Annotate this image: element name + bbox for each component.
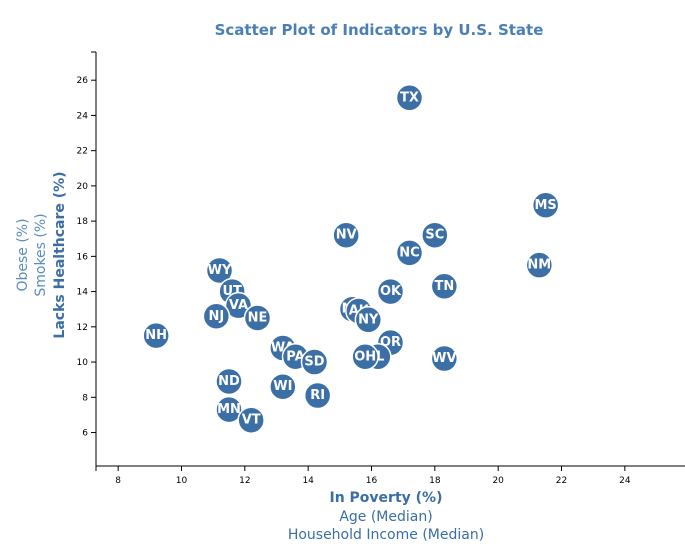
y-label-obese[interactable]: Obese (%) bbox=[15, 218, 31, 291]
state-point-nv[interactable]: NV bbox=[332, 221, 360, 249]
y-tick-label-14: 14 bbox=[77, 288, 89, 298]
state-marker[interactable] bbox=[351, 343, 379, 371]
x-tick-label-16: 16 bbox=[366, 476, 378, 486]
y-tick-label-24: 24 bbox=[77, 111, 89, 121]
y-tick-label-6: 6 bbox=[82, 429, 88, 439]
state-marker[interactable] bbox=[303, 381, 332, 410]
state-point-sc[interactable]: SC bbox=[421, 221, 449, 249]
y-tick-label-20: 20 bbox=[77, 182, 89, 192]
state-point-nm[interactable]: NM bbox=[525, 251, 554, 279]
state-point-ok[interactable]: OK bbox=[376, 277, 405, 306]
state-point-nc[interactable]: NC bbox=[395, 239, 424, 267]
state-marker[interactable] bbox=[142, 321, 170, 350]
x-tick-label-22: 22 bbox=[556, 476, 567, 486]
y-tick-label-16: 16 bbox=[77, 252, 89, 262]
y-label-healthcare[interactable]: Lacks Healthcare (%) bbox=[52, 171, 68, 338]
y-axis: 6 8 10 12 14 16 18 20 22 24 26 bbox=[77, 51, 97, 466]
state-marker[interactable] bbox=[430, 272, 459, 301]
y-label-smokes[interactable]: Smokes (%) bbox=[33, 213, 49, 296]
state-marker[interactable] bbox=[525, 251, 554, 279]
state-marker[interactable] bbox=[215, 367, 243, 396]
state-point-wi[interactable]: WI bbox=[269, 372, 297, 401]
state-point-nd[interactable]: ND bbox=[215, 367, 243, 396]
y-axis-ticks: 6 8 10 12 14 16 18 20 22 24 26 bbox=[77, 51, 96, 439]
data-points: TXMSNVSCNCNMWYUTTNOKVAMTAKNJNENYNHORWAPA… bbox=[142, 84, 560, 434]
state-point-nh[interactable]: NH bbox=[142, 321, 170, 350]
state-point-sd[interactable]: SD bbox=[300, 348, 329, 376]
y-tick-label-12: 12 bbox=[77, 323, 88, 333]
x-axis-labels: In Poverty (%) Age (Median) Household In… bbox=[288, 490, 484, 543]
x-label-poverty[interactable]: In Poverty (%) bbox=[330, 490, 443, 506]
state-point-wv[interactable]: WV bbox=[430, 344, 459, 373]
y-tick-label-18: 18 bbox=[77, 217, 89, 227]
state-marker[interactable] bbox=[395, 239, 424, 267]
y-axis-labels: Lacks Healthcare (%) Smokes (%) Obese (%… bbox=[15, 171, 68, 338]
x-label-income[interactable]: Household Income (Median) bbox=[288, 527, 484, 543]
state-point-ne[interactable]: NE bbox=[243, 304, 272, 332]
x-tick-label-14: 14 bbox=[302, 476, 314, 486]
x-tick-label-20: 20 bbox=[492, 476, 504, 486]
x-tick-label-24: 24 bbox=[619, 476, 631, 486]
state-marker[interactable] bbox=[205, 256, 234, 285]
state-marker[interactable] bbox=[269, 372, 297, 401]
chart-title: Scatter Plot of Indicators by U.S. State bbox=[215, 21, 544, 39]
state-point-oh[interactable]: OH bbox=[351, 343, 379, 371]
state-marker[interactable] bbox=[395, 84, 424, 112]
x-tick-label-18: 18 bbox=[429, 476, 441, 486]
x-axis: 8 10 12 14 16 18 20 22 24 bbox=[95, 465, 685, 486]
state-point-ny[interactable]: NY bbox=[354, 306, 383, 334]
x-axis-ticks: 8 10 12 14 16 18 20 22 24 bbox=[95, 466, 631, 486]
x-tick-label-8: 8 bbox=[115, 476, 121, 486]
x-label-age[interactable]: Age (Median) bbox=[339, 509, 432, 525]
state-marker[interactable] bbox=[421, 221, 449, 249]
state-marker[interactable] bbox=[202, 302, 231, 331]
y-tick-label-26: 26 bbox=[77, 76, 89, 86]
state-point-nj[interactable]: NJ bbox=[202, 302, 231, 331]
x-tick-label-12: 12 bbox=[239, 476, 250, 486]
state-marker[interactable] bbox=[354, 306, 383, 334]
state-point-tx[interactable]: TX bbox=[395, 84, 424, 112]
state-point-ri[interactable]: RI bbox=[303, 381, 332, 410]
state-marker[interactable] bbox=[237, 406, 265, 434]
state-point-vt[interactable]: VT bbox=[237, 406, 265, 434]
y-tick-label-22: 22 bbox=[77, 147, 88, 157]
y-tick-label-8: 8 bbox=[82, 393, 88, 403]
x-tick-label-10: 10 bbox=[176, 476, 188, 486]
state-marker[interactable] bbox=[243, 304, 272, 332]
state-marker[interactable] bbox=[531, 191, 560, 220]
state-point-tn[interactable]: TN bbox=[430, 272, 459, 301]
state-marker[interactable] bbox=[332, 221, 360, 249]
state-marker[interactable] bbox=[430, 344, 459, 373]
state-point-ms[interactable]: MS bbox=[531, 191, 560, 220]
state-marker[interactable] bbox=[215, 395, 243, 424]
state-marker[interactable] bbox=[300, 348, 329, 376]
state-marker[interactable] bbox=[376, 277, 405, 306]
y-tick-label-10: 10 bbox=[77, 358, 89, 368]
